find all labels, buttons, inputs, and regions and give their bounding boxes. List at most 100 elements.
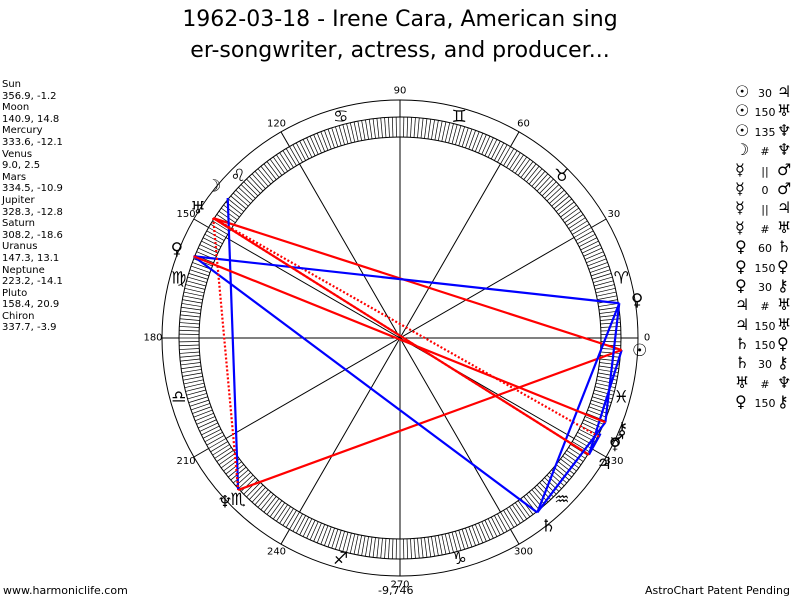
aspect-planet-1: ☿ [735,178,745,198]
aspect-planet-2: ♅ [777,217,792,237]
aspect-planet-1: ♀ [735,237,747,257]
degree-tick [566,214,584,226]
aspect-planet-1: ♃ [735,314,750,334]
degree-tick [438,120,443,141]
degree-tick [509,152,521,170]
planet-name-neptune: Neptune [2,264,45,276]
degree-tick [584,251,604,260]
degree-tick [235,189,251,204]
degree-tick [228,198,245,212]
degree-tick [598,303,619,307]
degree-tick [357,120,362,141]
degree-tick [179,351,200,354]
degree-tick [568,447,586,459]
chart-score: -9,746 [378,584,414,597]
degree-tick [240,184,256,199]
degree-tick [494,515,505,534]
degree-tick [478,522,487,542]
aspect-row: ♃ 150♅ [735,315,795,334]
degree-tick [292,144,303,163]
degree-tick [331,529,339,549]
degree-tick [560,458,577,472]
degree-tick [327,128,335,149]
degree-tick [197,419,217,429]
degree-tick [444,122,451,143]
degree-tick [517,500,531,517]
degree-tick [546,187,562,202]
degree-tick [570,444,588,456]
planet-name-mars: Mars [2,171,27,183]
degree-tick [580,240,599,251]
degree-tick [182,299,203,304]
degree-tick [282,508,294,526]
degree-tick [201,240,220,251]
planet-glyph-sun-icon: ☉ [632,341,647,361]
planet-position-mars: 334.5, -10.9 [2,183,63,195]
degree-tick [427,119,432,140]
degree-tick [181,303,202,307]
planet-position-jupiter: 328.3, -12.8 [2,206,63,218]
degree-tick [595,287,616,294]
planet-name-saturn: Saturn [2,218,36,230]
degree-tick [295,515,306,534]
aspect-line [212,217,590,456]
zodiac-sign-icon: ♌ [230,166,245,186]
aspect-line [212,217,600,438]
degree-tick [410,117,412,138]
degree-tick [279,152,291,170]
degree-tick [372,537,376,558]
aspect-planet-2: ♆ [777,120,792,140]
degree-tick [487,139,498,158]
degree-label: 60 [517,119,530,130]
degree-tick [263,163,277,180]
degree-label: 90 [394,86,407,97]
degree-tick [246,178,261,194]
degree-tick [597,295,618,300]
planet-glyph-uranus-icon: ♅ [190,198,205,218]
degree-tick [272,502,285,520]
degree-tick [368,536,373,557]
degree-tick [212,444,230,456]
degree-tick [218,453,236,466]
aspect-row: ♄ 150♀ [735,334,795,353]
aspect-planet-2: ♀ [777,334,789,354]
degree-tick [289,146,300,165]
degree-tick [431,536,435,557]
degree-tick [424,537,428,558]
zodiac-sign-icon: ♋ [333,107,348,127]
degree-tick [257,491,272,508]
degree-tick [587,258,607,267]
degree-tick [528,168,543,185]
degree-tick [455,531,462,551]
planet-name-pluto: Pluto [2,287,28,299]
degree-tick [544,184,560,199]
aspect-row: ☉ 135♆ [735,121,795,140]
degree-tick [555,464,572,478]
degree-tick [309,521,319,541]
degree-tick [196,416,216,425]
degree-tick [246,482,261,498]
aspect-planet-2: ♂ [777,159,792,179]
website-link[interactable]: www.harmoniclife.com [3,584,128,597]
planet-position-sun: 356.9, -1.2 [2,90,57,102]
degree-tick [594,386,615,392]
planet-name-chiron: Chiron [2,310,35,322]
degree-tick [251,487,266,503]
degree-tick [212,220,230,232]
degree-label: 270 [390,580,409,591]
aspect-row: ♀ 150⚷ [735,392,795,411]
aspect-planet-2: ♆ [777,140,792,160]
degree-tick [313,134,322,154]
degree-tick [184,382,205,389]
degree-tick [353,534,359,555]
degree-tick [577,233,596,244]
degree-tick [201,425,220,436]
degree-tick [349,533,356,554]
degree-tick [292,513,303,532]
degree-tick [181,306,202,311]
degree-tick [313,522,322,542]
aspect-planet-1: ☉ [735,82,750,101]
degree-tick [372,118,376,139]
aspect-planet-2: ♃ [777,82,792,101]
degree-tick [269,500,283,517]
